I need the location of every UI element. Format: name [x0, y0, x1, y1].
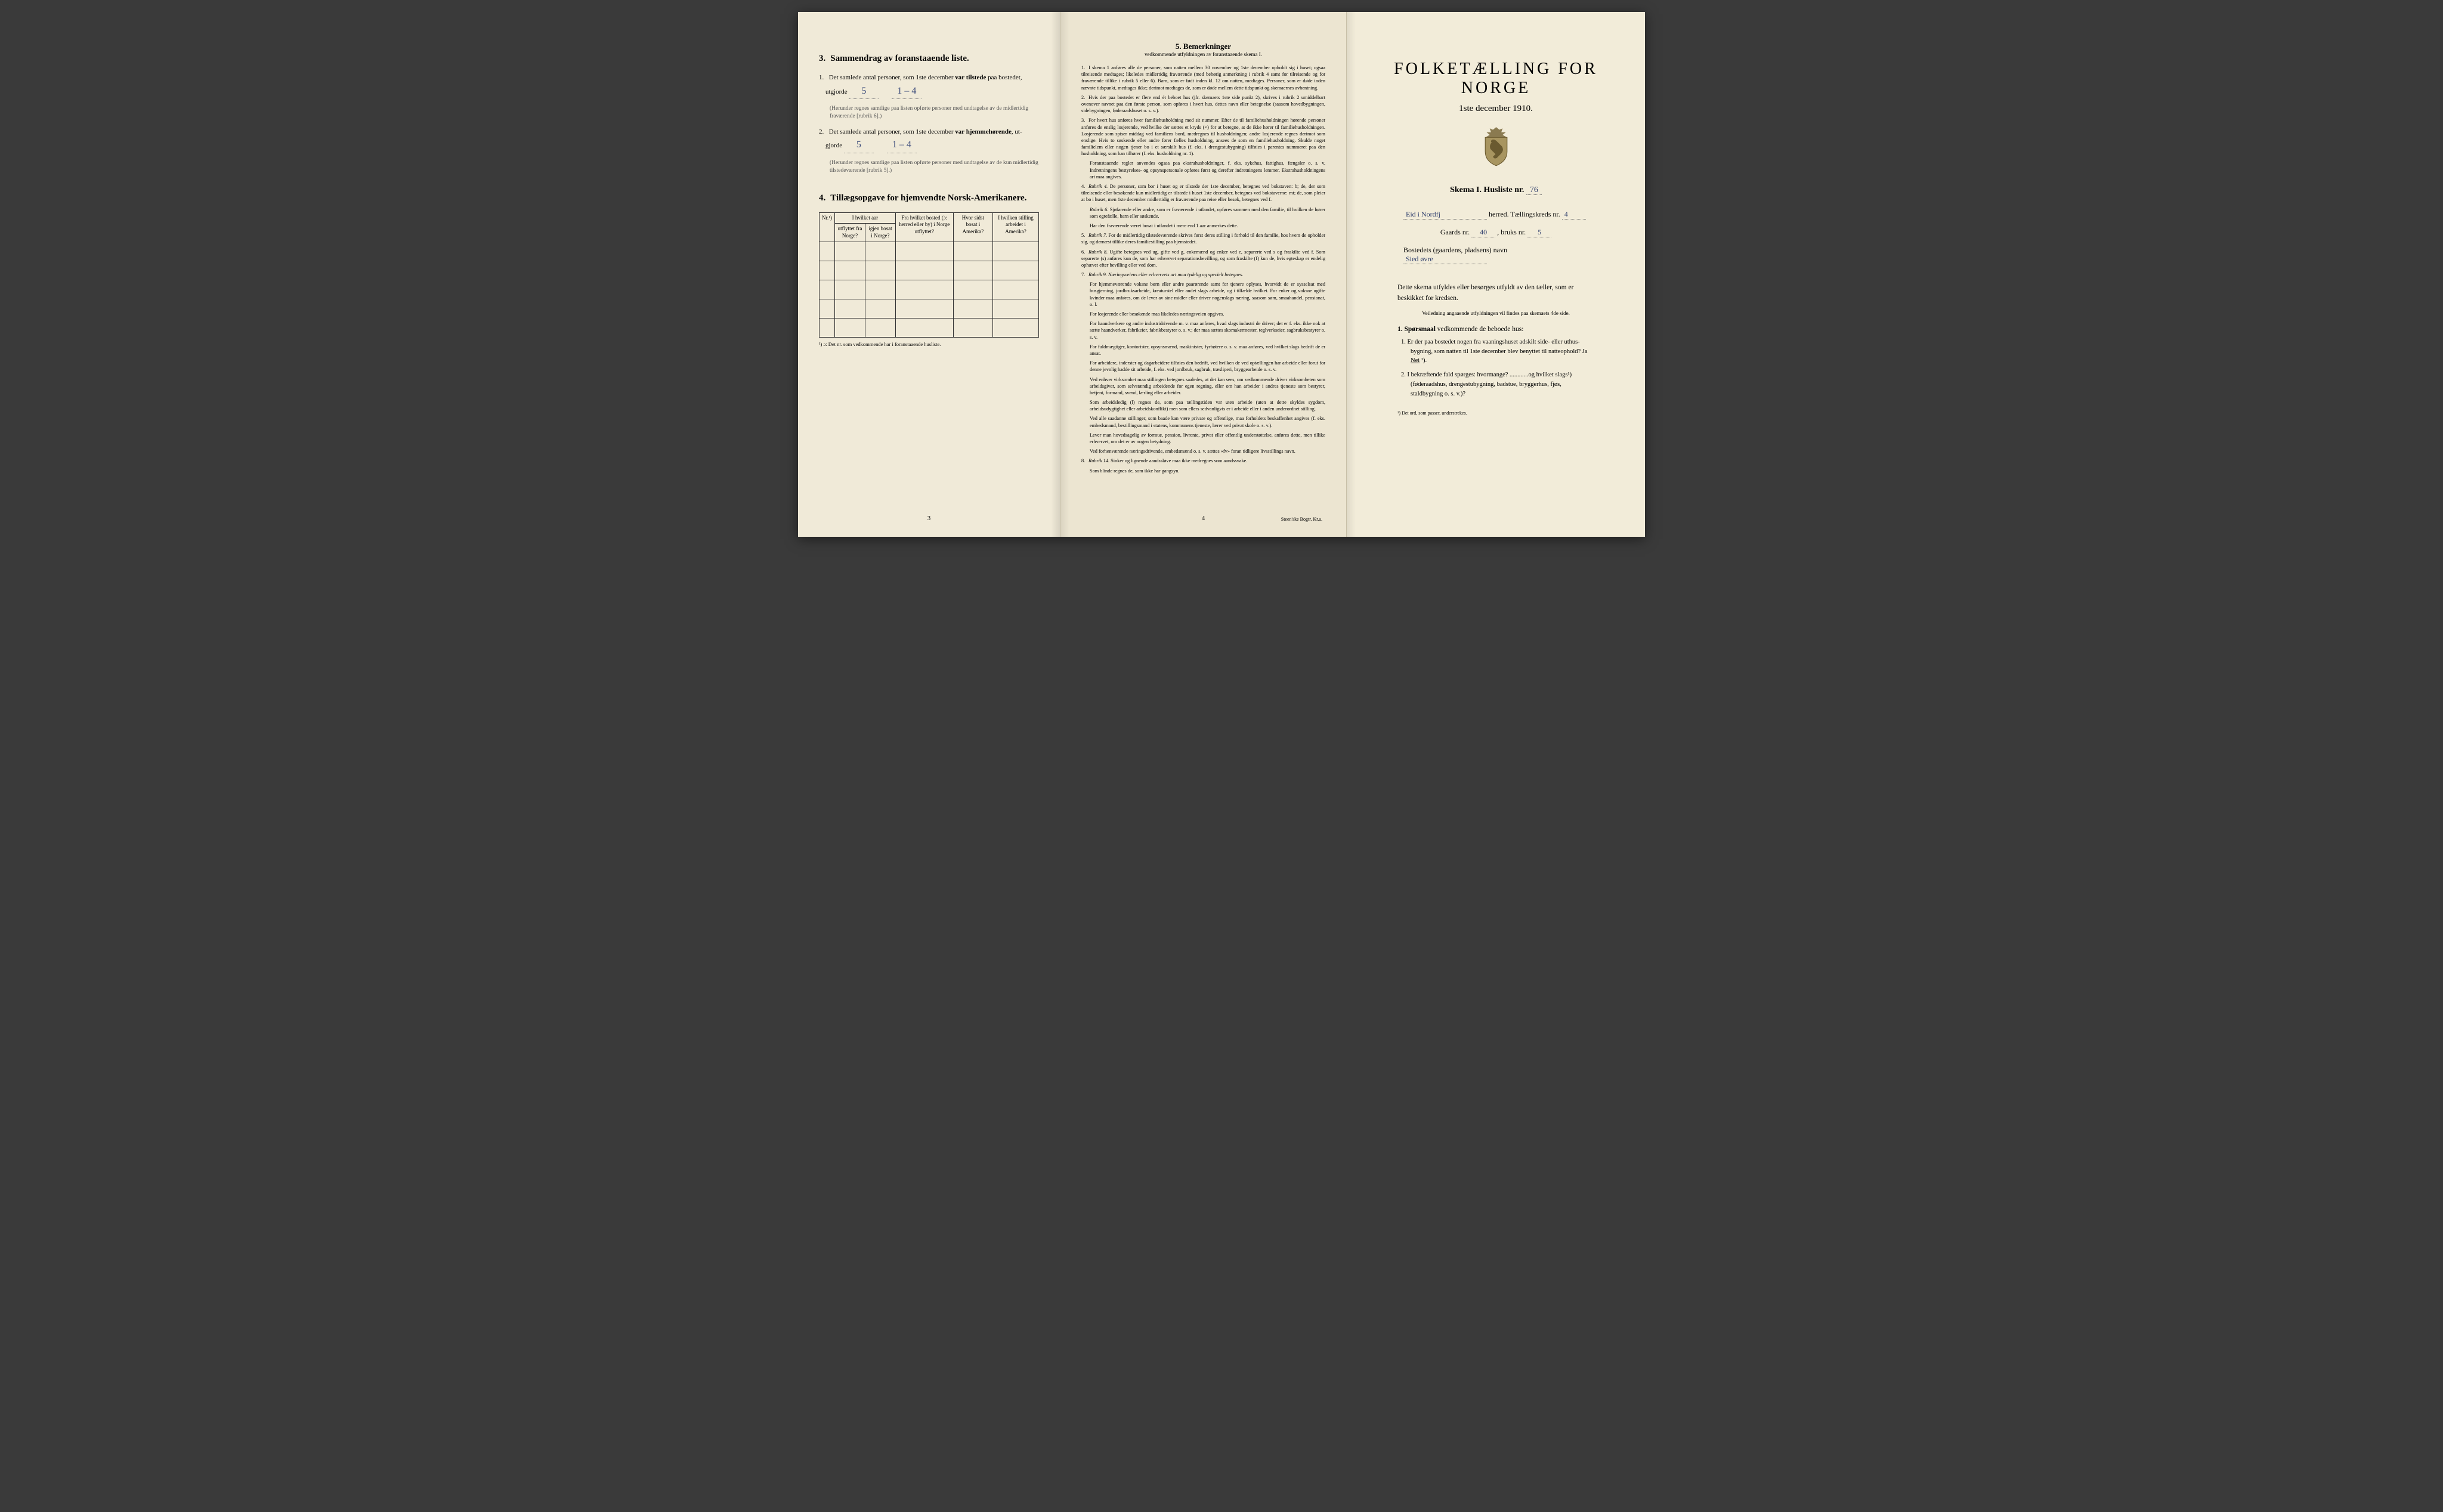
remark-1: 1.I skema 1 anføres alle de personer, so… [1081, 64, 1325, 91]
remark-5: 5.Rubrik 7. For de midlertidig tilstedev… [1081, 232, 1325, 245]
remark-8b: Som blinde regnes de, som ikke har gangs… [1090, 468, 1325, 474]
remark-7c: For losjerende eller besøkende maa likel… [1090, 311, 1325, 317]
husliste-nr: 76 [1526, 185, 1542, 195]
th-aar: I hvilket aar [834, 212, 895, 224]
remark-8: 8.Rubrik 14. Sinker og lignende aandsslø… [1081, 457, 1325, 464]
page-3: 3.Sammendrag av foranstaaende liste. 1. … [798, 12, 1060, 537]
section-4-heading: 4.Tillægsopgave for hjemvendte Norsk-Ame… [819, 193, 1039, 203]
question-1: 1. Er der paa bostedet nogen fra vaaning… [1411, 338, 1594, 366]
table-footnote: ¹) ɔ: Det nr. som vedkommende har i fora… [819, 341, 1039, 347]
kreds-nr: 4 [1562, 210, 1586, 219]
census-date: 1ste december 1910. [1368, 104, 1624, 114]
table-row [820, 242, 1039, 261]
instructions: Dette skema utfyldes eller besørges utfy… [1397, 282, 1594, 304]
question-2: 2. I bekræftende fald spørges: hvormange… [1411, 370, 1594, 398]
remark-7k: Ved forhenværende næringsdrivende, embed… [1090, 448, 1325, 454]
remark-7: 7.Rubrik 9. Næringsveiens eller erhverve… [1081, 271, 1325, 278]
summary-item-1: 1. Det samlede antal personer, som 1ste … [819, 73, 1039, 99]
table-row [820, 261, 1039, 280]
remark-4c: Har den fraværende været bosat i utlande… [1090, 222, 1325, 229]
th-nr: Nr.¹) [820, 212, 835, 242]
coat-of-arms-icon [1368, 126, 1624, 171]
table-row [820, 318, 1039, 337]
question-heading: 1. Spørsmaal vedkommende de beboede hus: [1397, 326, 1594, 333]
remark-7b: For hjemmeværende voksne børn eller andr… [1090, 281, 1325, 308]
section-3-heading: 3.Sammendrag av foranstaaende liste. [819, 54, 1039, 64]
remark-7i: Ved alle saadanne stillinger, som baade … [1090, 415, 1325, 428]
remarks-subtitle: vedkommende utfyldningen av foranstaaend… [1081, 51, 1325, 57]
remark-3b: Foranstaaende regler anvendes ogsaa paa … [1090, 160, 1325, 180]
skema-line: Skema I. Husliste nr. 76 [1368, 185, 1624, 195]
th-stilling: I hvilken stilling arbeidet i Amerika? [993, 212, 1039, 242]
remark-6: 6.Rubrik 8. Ugifte betegnes ved ug, gift… [1081, 249, 1325, 269]
hjemme-count: 5 [844, 137, 874, 153]
th-bosted: Fra hvilket bosted (ɔ: herred eller by) … [895, 212, 953, 242]
veiledning: Veiledning angaaende utfyldningen vil fi… [1368, 310, 1624, 316]
summary-item-2: 2. Det samlede antal personer, som 1ste … [819, 127, 1039, 153]
page-4: 5. Bemerkninger vedkommende utfyldningen… [1060, 12, 1347, 537]
answer-nei: Nei [1411, 357, 1420, 364]
remarks-title: 5. Bemerkninger [1081, 42, 1325, 51]
footnote-understrekes: ¹) Det ord, som passer, understrekes. [1397, 410, 1594, 416]
document-spread: 3.Sammendrag av foranstaaende liste. 1. … [798, 12, 1645, 537]
remark-4b: Rubrik 6. Sjøfarende eller andre, som er… [1090, 206, 1325, 219]
census-title: FOLKETÆLLING FOR NORGE [1368, 60, 1624, 98]
gaards-nr: 40 [1471, 228, 1495, 237]
note-1: (Herunder regnes samtlige paa listen opf… [830, 105, 1039, 121]
tilstede-range: 1 – 4 [892, 84, 921, 100]
herred-line: Eid i Nordfj herred. Tællingskreds nr. 4 [1403, 210, 1588, 219]
remark-7g: Ved enhver virksomhet maa stillingen bet… [1090, 376, 1325, 397]
note-2: (Herunder regnes samtlige paa listen opf… [830, 159, 1039, 175]
page-cover: FOLKETÆLLING FOR NORGE 1ste december 191… [1347, 12, 1645, 537]
th-igjen: igjen bosat i Norge? [865, 224, 896, 242]
remark-7j: Lever man hovedsagelig av formue, pensio… [1090, 432, 1325, 445]
remark-7e: For fuldmægtiger, kontorister, opsynsmæn… [1090, 344, 1325, 357]
remark-3: 3.For hvert hus anføres hver familiehush… [1081, 117, 1325, 157]
remark-7d: For haandverkere og andre industridriven… [1090, 320, 1325, 341]
bostedets-line: Bostedets (gaardens, pladsens) navn Sied… [1403, 246, 1588, 264]
th-utflyttet: utflyttet fra Norge? [834, 224, 865, 242]
remark-2: 2.Hvis der paa bostedet er flere end ét … [1081, 94, 1325, 115]
bruks-nr: 5 [1527, 228, 1551, 237]
emigrant-table: Nr.¹) I hvilket aar Fra hvilket bosted (… [819, 212, 1039, 338]
th-sidst: Hvor sidst bosat i Amerika? [953, 212, 992, 242]
page-number: 3 [798, 515, 1060, 522]
remark-4: 4.Rubrik 4. De personer, som bor i huset… [1081, 183, 1325, 203]
hjemme-range: 1 – 4 [887, 137, 917, 153]
table-row [820, 280, 1039, 299]
gaards-line: Gaards nr. 40 , bruks nr. 5 [1403, 228, 1588, 237]
table-row [820, 299, 1039, 318]
tilstede-count: 5 [849, 84, 879, 100]
remark-7f: For arbeidere, inderster og dagarbeidere… [1090, 360, 1325, 373]
remark-7h: Som arbeidsledig (l) regnes de, som paa … [1090, 399, 1325, 412]
herred-value: Eid i Nordfj [1403, 210, 1487, 219]
bostedets-value: Sied øvre [1403, 255, 1487, 264]
printer-mark: Steen'ske Bogtr. Kr.a. [1281, 517, 1322, 522]
